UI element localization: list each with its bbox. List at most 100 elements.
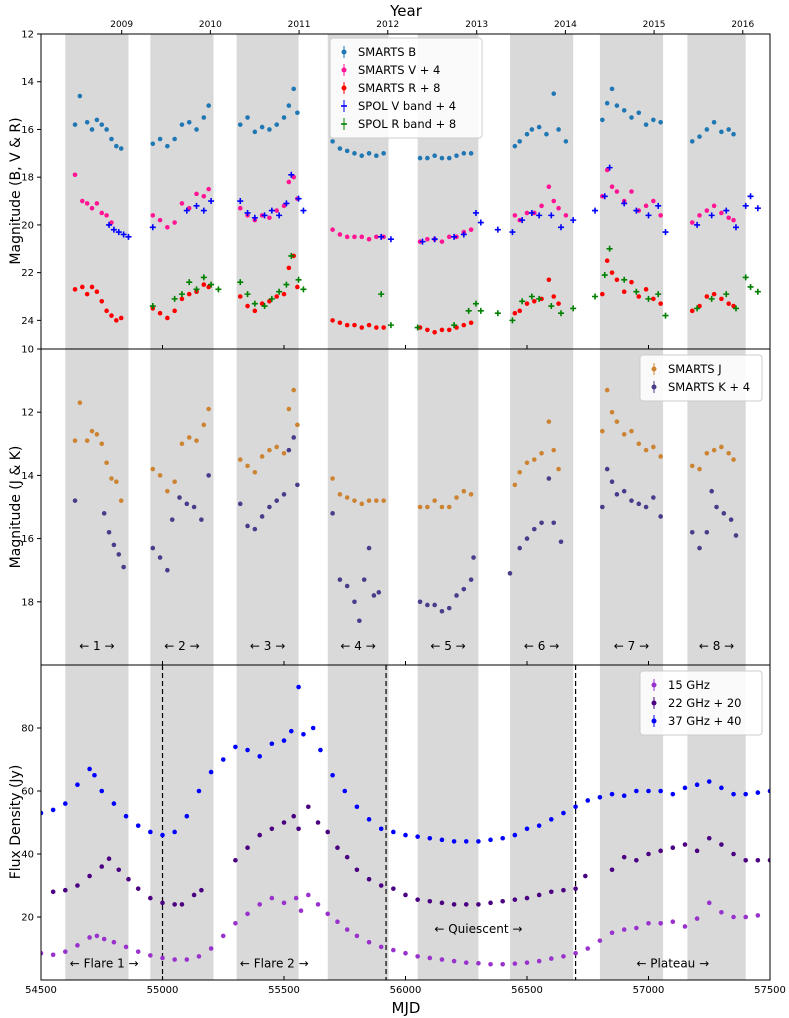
data-point xyxy=(604,466,610,472)
legend-label: SMARTS J xyxy=(668,362,722,376)
data-point xyxy=(179,122,185,127)
data-point xyxy=(41,950,44,956)
data-point xyxy=(723,207,730,214)
data-point xyxy=(114,143,119,149)
data-point xyxy=(295,110,300,116)
y-tick-label: 80 xyxy=(21,724,34,735)
data-point xyxy=(281,900,287,906)
data-point xyxy=(509,229,516,236)
legend: SMARTS B SMARTS V + 4 SMARTS R + 8 SPOL V b… xyxy=(329,37,483,139)
data-point xyxy=(281,492,287,497)
optical-y-axis-label: Magnitude (B, V & R) xyxy=(8,117,24,264)
data-point xyxy=(621,488,627,494)
y-tick-label: 10 xyxy=(21,345,34,356)
data-point xyxy=(274,444,280,450)
data-point xyxy=(237,205,243,211)
data-point xyxy=(755,858,761,863)
data-point xyxy=(708,212,715,219)
data-point xyxy=(378,883,384,888)
data-point xyxy=(184,813,190,819)
data-point xyxy=(634,788,639,794)
data-point xyxy=(609,930,615,936)
data-point xyxy=(609,791,615,797)
data-point xyxy=(274,294,280,299)
data-point xyxy=(344,148,350,154)
data-point xyxy=(257,754,263,759)
data-point xyxy=(99,210,105,216)
y-tick-label: 18 xyxy=(21,597,34,608)
data-point xyxy=(344,583,350,589)
data-point xyxy=(220,757,226,762)
y-tick-label: 18 xyxy=(21,173,34,184)
data-point xyxy=(171,295,178,302)
data-point xyxy=(439,155,445,161)
data-point xyxy=(548,212,555,219)
data-point xyxy=(186,205,192,211)
data-point xyxy=(662,312,669,319)
data-point xyxy=(165,224,170,230)
data-point xyxy=(352,599,357,605)
data-point xyxy=(172,957,177,962)
data-point xyxy=(570,217,577,224)
data-point xyxy=(629,189,634,194)
data-point xyxy=(454,325,459,330)
data-point xyxy=(245,303,250,309)
top-tick-label: 2013 xyxy=(465,20,488,30)
data-point xyxy=(629,115,634,120)
data-point xyxy=(614,419,620,424)
data-point xyxy=(206,406,211,412)
data-point xyxy=(300,286,307,293)
data-point xyxy=(359,325,365,330)
data-point xyxy=(726,215,731,221)
data-point xyxy=(468,492,474,497)
data-point xyxy=(439,957,445,962)
data-point xyxy=(376,590,382,595)
data-point xyxy=(425,602,430,608)
data-point xyxy=(191,504,197,510)
data-point xyxy=(165,567,170,573)
data-point xyxy=(714,504,719,510)
data-point xyxy=(512,961,518,966)
data-point xyxy=(110,226,117,233)
data-point xyxy=(245,115,250,120)
data-point xyxy=(512,897,518,902)
data-point xyxy=(50,807,56,813)
data-point xyxy=(446,327,452,333)
data-point xyxy=(548,303,555,310)
data-point xyxy=(643,447,649,453)
data-point xyxy=(454,153,459,159)
bottom-axis-title: MJD xyxy=(392,999,421,1017)
x-tick-label: 54500 xyxy=(25,985,57,996)
data-point xyxy=(84,201,90,206)
data-point xyxy=(549,889,554,895)
season-band xyxy=(509,34,574,349)
data-point xyxy=(519,217,526,224)
data-point xyxy=(75,782,80,787)
data-point xyxy=(378,944,384,950)
data-point xyxy=(310,725,316,731)
data-point xyxy=(546,277,552,283)
phase-annotation: ← Quiescent → xyxy=(434,922,522,936)
data-point xyxy=(387,236,394,243)
data-point xyxy=(767,788,770,794)
data-point xyxy=(391,947,396,953)
data-point xyxy=(252,129,258,135)
data-point xyxy=(150,213,156,218)
data-point xyxy=(432,153,437,159)
data-point xyxy=(643,504,649,510)
data-point xyxy=(754,205,761,212)
data-point xyxy=(237,501,243,507)
data-point xyxy=(268,207,275,214)
data-point xyxy=(104,213,109,218)
data-point xyxy=(670,791,676,797)
legend-marker xyxy=(651,718,657,724)
data-point xyxy=(643,122,649,127)
data-point xyxy=(160,955,165,961)
data-point xyxy=(755,913,761,918)
data-point xyxy=(208,769,214,775)
data-point xyxy=(472,209,479,216)
data-point xyxy=(476,839,481,844)
data-point xyxy=(186,291,192,297)
data-point xyxy=(451,839,457,844)
data-point xyxy=(604,387,610,393)
